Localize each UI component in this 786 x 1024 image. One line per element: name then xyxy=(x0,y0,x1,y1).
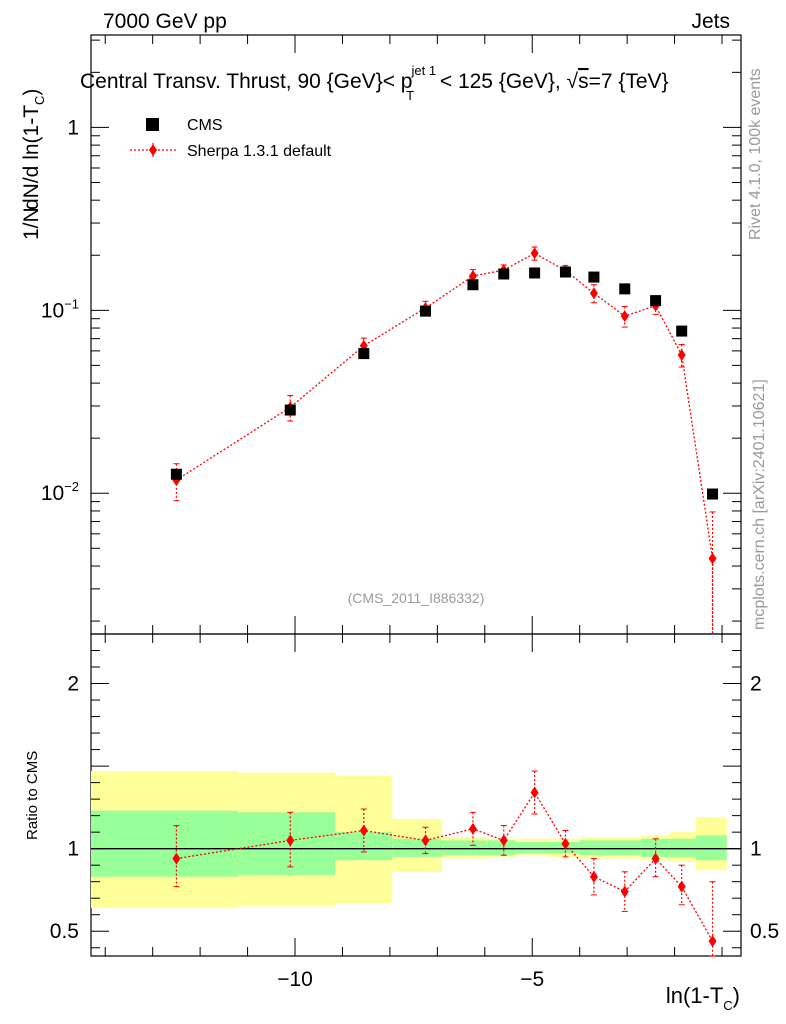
band-inner xyxy=(579,840,611,856)
ratio-bands xyxy=(91,771,727,909)
y-tick-label: 10−2 xyxy=(41,479,79,505)
sherpa-ratio-point xyxy=(708,935,717,948)
title-pre: Central Transv. Thrust, 90 {GeV}< p xyxy=(80,70,412,93)
cms-point xyxy=(498,268,510,280)
title-sup: jet 1 xyxy=(410,63,436,78)
y-tick-label: 1 xyxy=(67,116,79,139)
reference-label: (CMS_2011_I886332) xyxy=(348,590,485,606)
sherpa-ratio-point xyxy=(620,885,629,898)
title-sqrt: √ xyxy=(567,70,579,93)
ratio-tick-label-left: 1 xyxy=(67,838,79,861)
title-mid: < 125 {GeV}, xyxy=(434,70,567,93)
cms-point xyxy=(284,404,296,416)
sherpa-ratio-point xyxy=(677,880,686,893)
sherpa-ratio-point xyxy=(359,824,368,837)
cms-main-series xyxy=(170,266,719,500)
side-label-rivet: Rivet 4.1.0, 100k events xyxy=(747,68,764,240)
x-axis-label-sub: C xyxy=(723,998,732,1013)
band-inner xyxy=(546,842,580,854)
cms-point xyxy=(419,305,431,317)
y-axis-label: dN/d ln(1-TC) xyxy=(20,89,47,210)
legend-cms-marker xyxy=(146,118,159,131)
cms-point xyxy=(529,267,541,279)
title-sub: T xyxy=(406,88,414,103)
cms-point xyxy=(707,488,719,500)
ratio-tick-label-left: 0.5 xyxy=(50,920,79,943)
x-tick-label: −10 xyxy=(277,968,313,991)
band-inner xyxy=(610,840,642,856)
sherpa-ratio-point xyxy=(468,822,477,835)
y-tick-label: 10−1 xyxy=(41,296,79,322)
legend: CMS Sherpa 1.3.1 default xyxy=(130,117,332,160)
header-left: 7000 GeV pp xyxy=(103,10,227,33)
sherpa-ratio-point xyxy=(286,834,295,847)
ratio-tick-label-right: 1 xyxy=(750,838,762,861)
sherpa-point xyxy=(708,552,717,565)
band-inner xyxy=(442,840,488,856)
sherpa-main-series xyxy=(172,246,717,634)
legend-sherpa-marker xyxy=(149,144,157,156)
side-label-mcplots: mcplots.cern.ch [arXiv:2401.10621] xyxy=(751,379,768,630)
legend-cms-label: CMS xyxy=(187,117,223,134)
sherpa-ratio-series xyxy=(172,770,717,957)
title-s: s xyxy=(578,70,589,93)
y-axis-label-sub: C xyxy=(32,96,47,105)
ratio-axis-label: Ratio to CMS xyxy=(24,751,41,840)
band-inner xyxy=(91,810,239,877)
sherpa-point xyxy=(530,247,539,260)
legend-sherpa-label: Sherpa 1.3.1 default xyxy=(187,143,332,160)
cms-point xyxy=(467,279,479,291)
y-axis-label-norm: 1/N xyxy=(20,207,43,240)
y-axis-label-close: ) xyxy=(20,89,43,96)
header-right: Jets xyxy=(691,10,730,33)
cms-point xyxy=(170,468,182,480)
title-post: =7 {TeV} xyxy=(589,70,669,93)
x-tick-label: −5 xyxy=(520,968,544,991)
sherpa-point xyxy=(589,287,598,300)
ratio-tick-label-right: 2 xyxy=(750,673,762,696)
sherpa-point xyxy=(620,310,629,323)
band-inner xyxy=(695,835,727,861)
sherpa-ratio-point xyxy=(530,786,539,799)
sherpa-ratio-point xyxy=(421,834,430,847)
sherpa-ratio-point xyxy=(172,852,181,865)
chart-title: Central Transv. Thrust, 90 {GeV}< pjet 1… xyxy=(80,63,669,103)
cms-point xyxy=(676,325,688,337)
sherpa-point xyxy=(468,270,477,283)
sherpa-line xyxy=(176,252,714,634)
x-axis-label-close: ) xyxy=(733,983,740,1008)
x-axis-label-main: ln(1-T xyxy=(666,983,723,1008)
band-inner xyxy=(487,840,516,856)
cms-point xyxy=(559,266,571,278)
cms-point xyxy=(588,271,600,283)
band-inner xyxy=(515,842,547,854)
cms-point xyxy=(650,295,662,307)
sherpa-ratio-point xyxy=(651,852,660,865)
sherpa-point xyxy=(677,348,686,361)
cms-point xyxy=(619,283,631,295)
ratio-tick-label-left: 2 xyxy=(67,673,79,696)
band-inner xyxy=(392,838,443,857)
cms-point xyxy=(358,348,370,360)
band-inner xyxy=(669,838,696,857)
band-inner xyxy=(238,812,336,876)
y-axis-label-main: dN/d ln(1-T xyxy=(20,105,43,210)
sherpa-ratio-point xyxy=(589,870,598,883)
x-axis-label: ln(1-TC) xyxy=(666,983,740,1013)
sherpa-ratio-point xyxy=(561,837,570,850)
ratio-tick-label-right: 0.5 xyxy=(750,920,779,943)
sherpa-ratio-point xyxy=(499,834,508,847)
